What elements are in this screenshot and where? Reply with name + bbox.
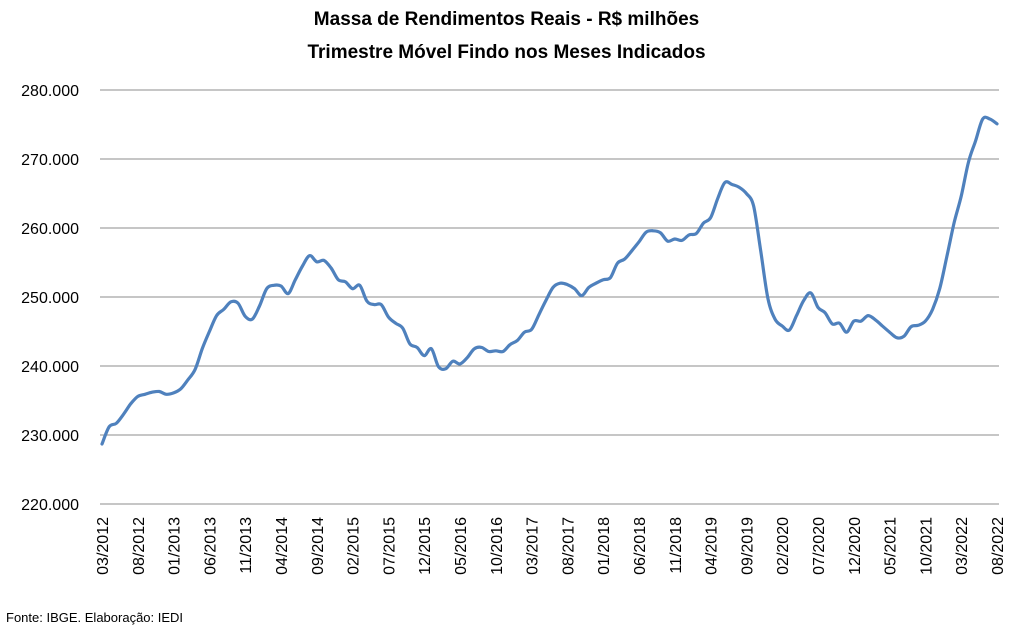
x-tick-label: 10/2016 [489, 517, 506, 575]
x-tick-label: 09/2014 [310, 517, 327, 575]
x-tick-label: 08/2022 [990, 517, 1007, 575]
x-tick-label: 02/2020 [775, 517, 792, 575]
y-tick-label: 270.000 [21, 152, 79, 169]
chart-subtitle: Trimestre Móvel Findo nos Meses Indicado… [307, 42, 706, 63]
x-tick-label: 12/2015 [417, 517, 434, 575]
x-tick-label: 04/2014 [274, 517, 291, 575]
x-tick-label: 11/2013 [238, 517, 255, 574]
y-tick-label: 230.000 [21, 428, 79, 445]
x-tick-label: 07/2015 [381, 517, 398, 575]
y-tick-label: 250.000 [21, 290, 79, 307]
x-tick-label: 01/2018 [596, 517, 613, 575]
series-line [100, 115, 999, 446]
x-tick-label: 02/2015 [346, 517, 363, 575]
y-tick-label: 280.000 [21, 83, 79, 100]
x-tick-label: 06/2018 [632, 517, 649, 575]
x-axis-labels: 03/2012 08/2012 01/2013 06/2013 11/2013 04/20… [95, 517, 1007, 575]
y-axis-labels: 220.000 230.000 240.000 250.000 260.000 270.0… [21, 83, 79, 514]
y-tick-label: 260.000 [21, 221, 79, 238]
x-tick-label: 05/2016 [453, 517, 470, 575]
x-tick-label: 06/2013 [202, 517, 219, 575]
gridlines [100, 89, 999, 505]
x-tick-label: 04/2019 [704, 517, 721, 575]
x-tick-label: 01/2013 [167, 517, 184, 575]
x-tick-label: 11/2018 [668, 517, 685, 574]
y-tick-label: 240.000 [21, 359, 79, 376]
x-tick-label: 09/2019 [739, 517, 756, 575]
x-tick-label: 03/2012 [95, 517, 112, 575]
chart-title: Massa de Rendimentos Reais - R$ milhões [313, 9, 700, 30]
x-tick-label: 10/2021 [918, 517, 935, 575]
x-tick-label: 05/2021 [883, 517, 900, 575]
x-tick-label: 07/2020 [811, 517, 828, 575]
x-tick-label: 03/2017 [525, 517, 542, 575]
x-tick-label: 08/2012 [131, 517, 148, 575]
x-tick-label: 12/2020 [847, 517, 864, 575]
y-tick-label: 220.000 [21, 497, 79, 514]
source-note: Fonte: IBGE. Elaboração: IEDI [6, 610, 184, 625]
x-tick-label: 08/2017 [560, 517, 577, 575]
x-tick-label: 03/2022 [954, 517, 971, 575]
